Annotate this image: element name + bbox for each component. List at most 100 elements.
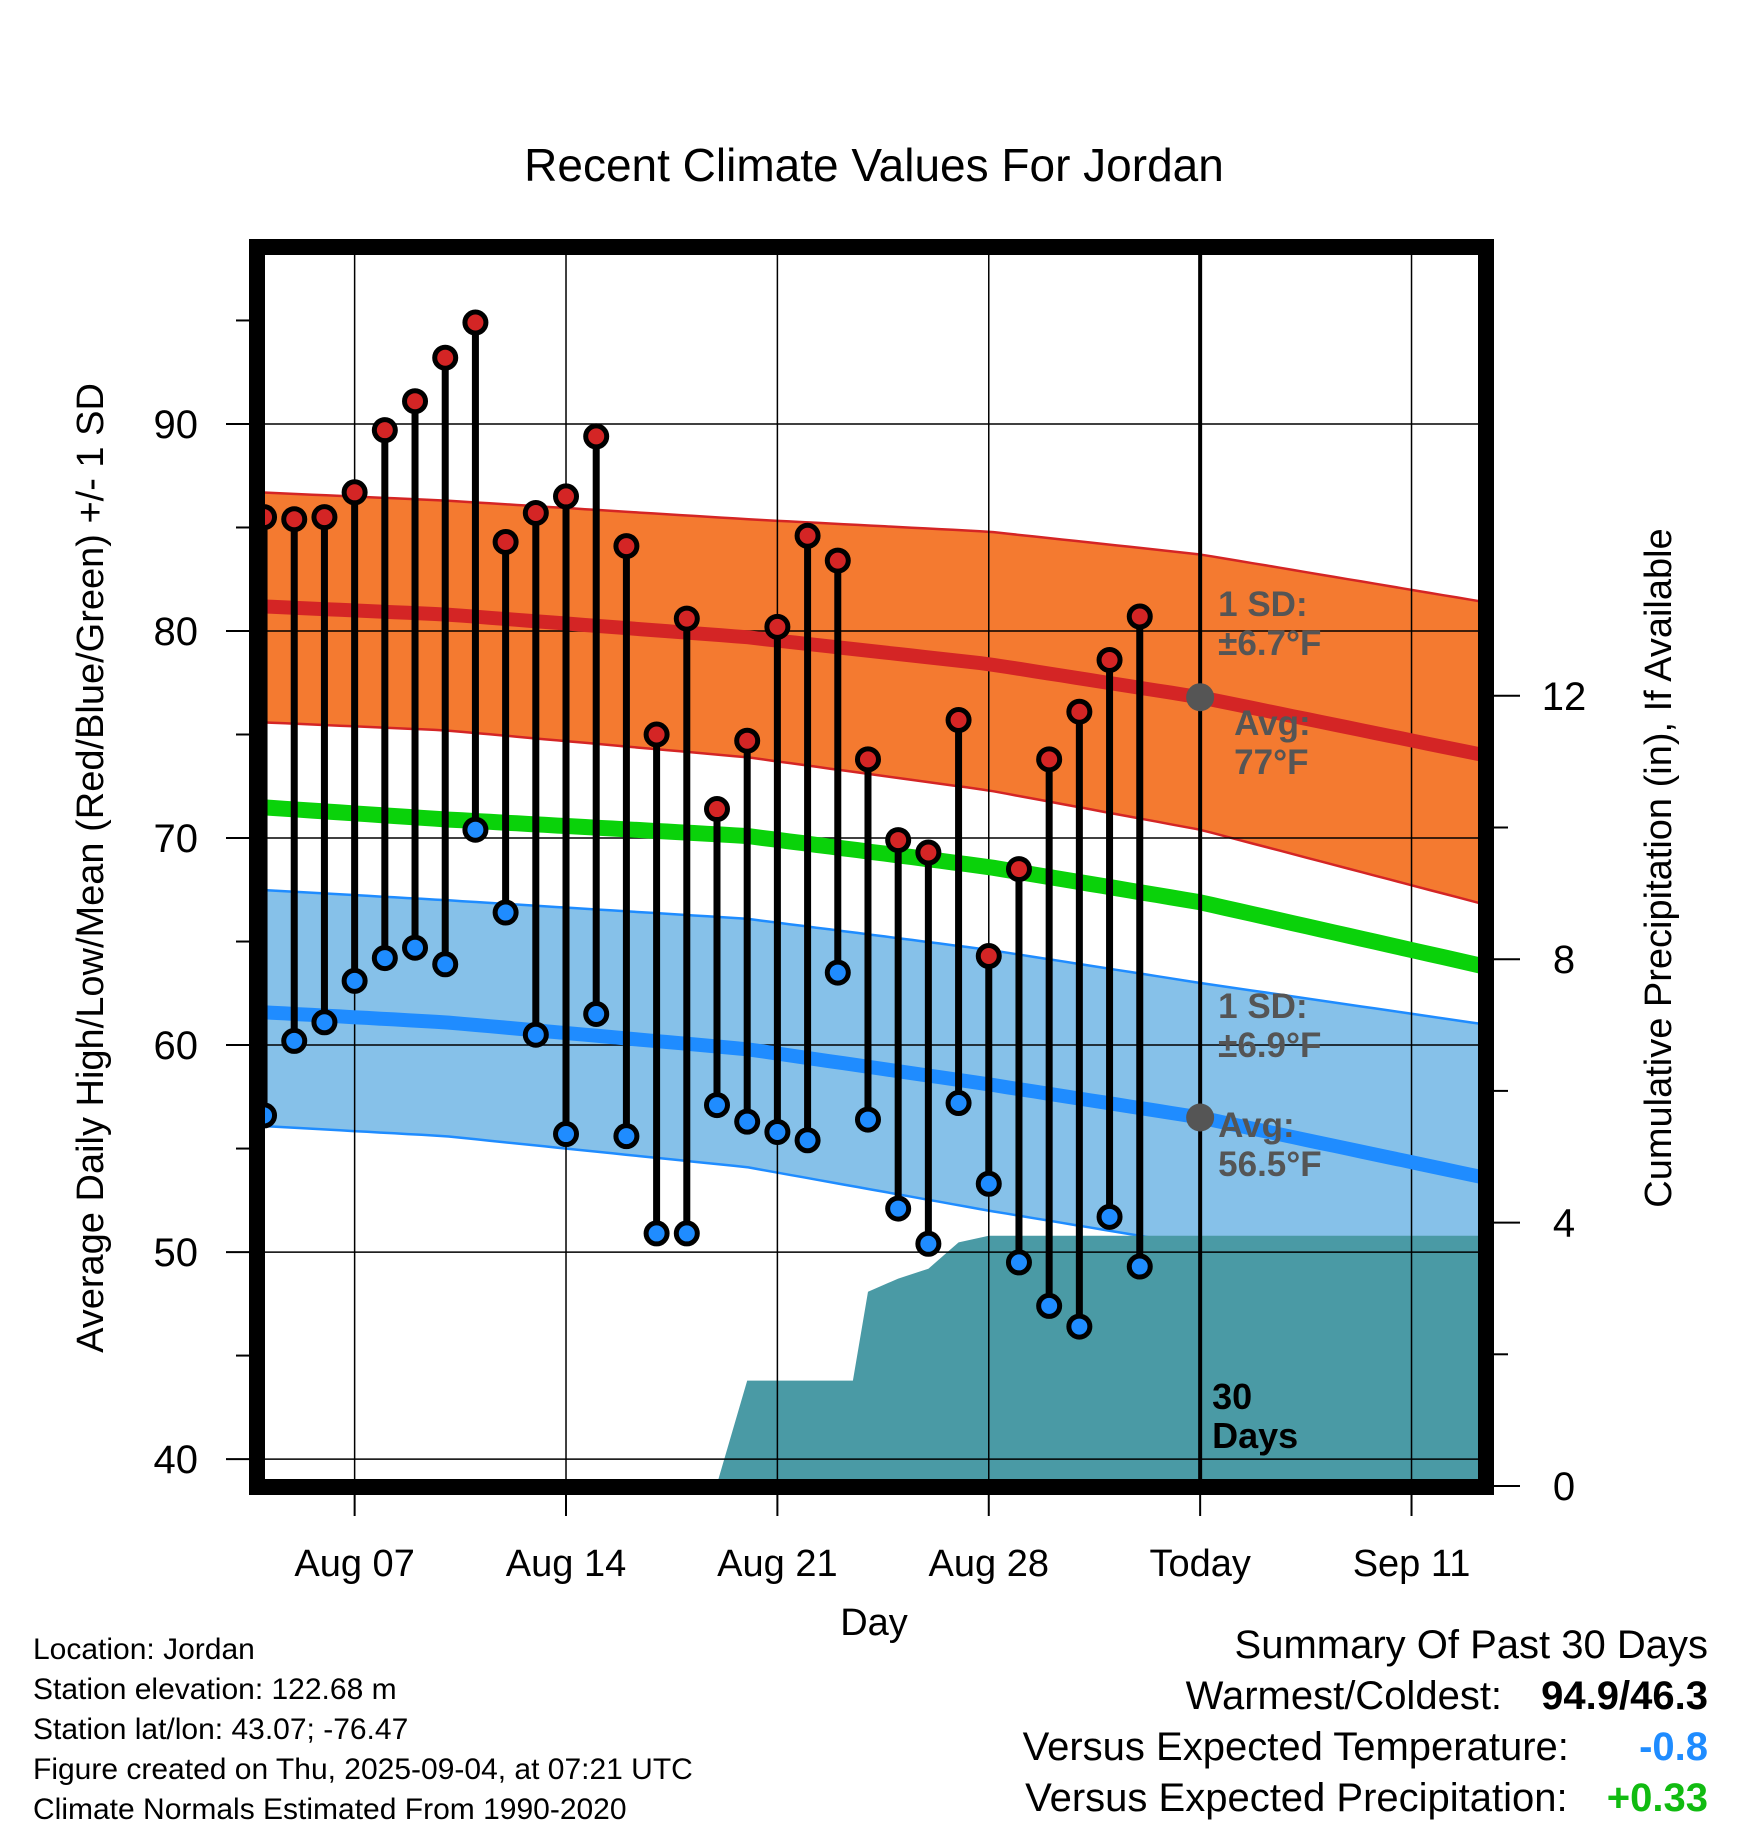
axes: Aug 07 Aug 14 Aug 21 Aug 28 Today Sep 1140506… (154, 239, 1587, 1585)
obs-high-point-2 (311, 504, 338, 531)
obs-high-point-29 (1126, 603, 1153, 630)
y-tick-label-left-80: 80 (154, 610, 199, 654)
warm-value: 94.9/46.3 (1541, 1674, 1708, 1718)
obs-low-point-6 (432, 951, 459, 978)
obs-high-point-25 (1005, 856, 1032, 883)
chart-title: Recent Climate Values For Jordan (524, 139, 1224, 191)
obs-high-point-13 (643, 721, 670, 748)
y-axis-label-right: Cumulative Precipitation (in), If Availa… (1638, 528, 1680, 1207)
obs-low-point-10 (553, 1121, 580, 1148)
obs-low-point-20 (854, 1106, 881, 1133)
high-band-upper-edge (257, 491, 1485, 604)
obs-high-point-22 (915, 839, 942, 866)
y-tick-label-right-0: 0 (1553, 1465, 1575, 1509)
obs-low-point-23 (945, 1090, 972, 1117)
precipitation-area (258, 1235, 1484, 1486)
period-label-line-0: 30 (1212, 1376, 1252, 1417)
obs-low-point-24 (975, 1170, 1002, 1197)
obs-low-point-28 (1096, 1203, 1123, 1230)
low-avg-label-line-0: Avg: (1218, 1106, 1294, 1145)
obs-low-point-14 (673, 1220, 700, 1247)
obs-low-point-21 (885, 1195, 912, 1222)
station-info: Location: Jordan Station elevation: 122.… (33, 1630, 693, 1830)
low-sd-label-line-0: 1 SD: (1218, 987, 1307, 1026)
obs-high-point-17 (764, 613, 791, 640)
location-text: Location: Jordan (33, 1633, 255, 1666)
obs-low-point-16 (734, 1108, 761, 1135)
obs-high-point-4 (371, 417, 398, 444)
obs-low-point-25 (1005, 1249, 1032, 1276)
period-label-line-1: Days (1212, 1415, 1298, 1456)
y-axis-label-left: Average Daily High/Low/Mean (Red/Blue/Gr… (70, 383, 112, 1353)
obs-high-point-21 (885, 827, 912, 854)
x-tick-label-0: Aug 07 (294, 1543, 414, 1585)
high-sd-label-line-0: 1 SD: (1218, 585, 1307, 624)
obs-low-point-27 (1066, 1313, 1093, 1340)
high-avg-label-line-0: Avg: (1234, 704, 1310, 743)
x-axis-label: Day (840, 1602, 908, 1644)
obs-high-point-6 (432, 344, 459, 371)
obs-high-point-28 (1096, 646, 1123, 673)
created-text: Figure created on Thu, 2025-09-04, at 07… (33, 1753, 693, 1786)
y-tick-label-left-60: 60 (154, 1024, 199, 1068)
obs-low-point-8 (492, 899, 519, 926)
plot-frame (249, 239, 1494, 1495)
obs-low-point-4 (371, 945, 398, 972)
high-avg-marker (1186, 683, 1215, 712)
obs-low-point-26 (1036, 1292, 1063, 1319)
obs-high-point-11 (583, 423, 610, 450)
y-tick-label-left-90: 90 (154, 403, 199, 447)
temp-label: Versus Expected Temperature: (1022, 1725, 1569, 1769)
normals-text: Climate Normals Estimated From 1990-2020 (33, 1793, 627, 1826)
obs-low-point-19 (824, 959, 851, 986)
observations (251, 309, 1153, 1340)
y-tick-label-right-12: 12 (1542, 675, 1587, 719)
obs-low-point-7 (462, 816, 489, 843)
obs-high-point-24 (975, 943, 1002, 970)
y-tick-label-left-40: 40 (154, 1438, 199, 1482)
obs-high-point-15 (703, 796, 730, 823)
low-avg-label-line-1: 56.5°F (1218, 1145, 1322, 1184)
obs-low-point-5 (402, 934, 429, 961)
obs-low-point-15 (703, 1092, 730, 1119)
x-tick-label-4: Today (1149, 1543, 1250, 1585)
obs-high-point-12 (613, 533, 640, 560)
warm-label: Warmest/Coldest: (1185, 1674, 1503, 1718)
obs-low-point-1 (281, 1027, 308, 1054)
obs-low-point-2 (311, 1009, 338, 1036)
low-avg-marker (1186, 1103, 1215, 1132)
y-tick-label-right-8: 8 (1553, 938, 1575, 982)
obs-high-point-5 (402, 388, 429, 415)
obs-high-point-26 (1036, 746, 1063, 773)
elevation-text: Station elevation: 122.68 m (33, 1673, 397, 1706)
x-tick-label-2: Aug 21 (717, 1543, 837, 1585)
summary-panel: Summary Of Past 30 Days Warmest/Coldest:… (808, 1620, 1708, 1824)
summary-temp-row: Versus Expected Temperature: -0.8 (808, 1722, 1708, 1773)
obs-low-point-9 (522, 1021, 549, 1048)
y-tick-label-left-70: 70 (154, 817, 199, 861)
obs-high-point-10 (553, 483, 580, 510)
obs-high-point-18 (794, 522, 821, 549)
obs-low-point-22 (915, 1230, 942, 1257)
obs-high-point-9 (522, 499, 549, 526)
low-sd-label-line-1: ±6.9°F (1218, 1026, 1321, 1065)
obs-high-point-8 (492, 528, 519, 555)
high-avg-label-line-1: 77°F (1234, 743, 1308, 782)
obs-high-point-3 (341, 479, 368, 506)
y-tick-label-left-50: 50 (154, 1231, 199, 1275)
high-sd-label-line-1: ±6.7°F (1218, 624, 1321, 663)
precip-value: +0.33 (1606, 1776, 1708, 1820)
x-tick-label-1: Aug 14 (506, 1543, 626, 1585)
obs-low-point-12 (613, 1123, 640, 1150)
obs-low-point-29 (1126, 1253, 1153, 1280)
x-tick-label-5: Sep 11 (1353, 1543, 1471, 1585)
obs-low-point-18 (794, 1127, 821, 1154)
obs-high-point-20 (854, 746, 881, 773)
obs-high-point-19 (824, 547, 851, 574)
summary-precip-row: Versus Expected Precipitation: +0.33 (808, 1773, 1708, 1824)
obs-high-point-16 (734, 727, 761, 754)
obs-low-point-13 (643, 1220, 670, 1247)
obs-high-point-7 (462, 309, 489, 336)
summary-warm-row: Warmest/Coldest: 94.9/46.3 (808, 1671, 1708, 1722)
